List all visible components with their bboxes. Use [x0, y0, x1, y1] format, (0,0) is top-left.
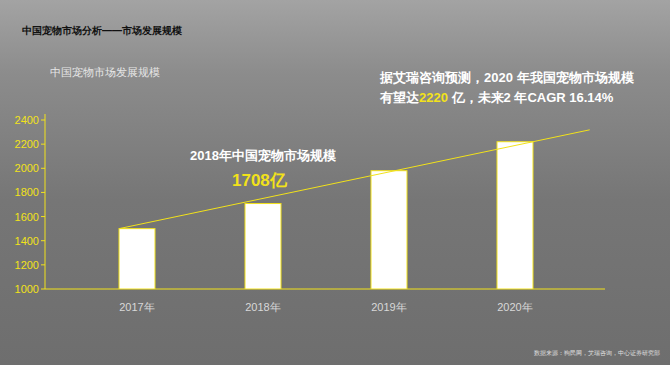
x-tick-label: 2020年: [497, 301, 532, 313]
annotation-part: 亿，未来2 年CAGR 16.14%: [448, 90, 614, 105]
y-axis: [45, 114, 46, 289]
y-tick: [41, 289, 45, 290]
y-tick-label: 1200: [15, 259, 39, 271]
annotation: 2018年中国宠物市场规模: [190, 148, 336, 163]
y-tick: [41, 144, 45, 145]
header: 中国宠物市场分析——市场发展规模: [22, 25, 183, 36]
y-tick-label: 1600: [15, 211, 39, 223]
source: 数据来源：狗民网，艾瑞咨询，中心证券研究部: [534, 349, 660, 356]
y-tick: [41, 192, 45, 193]
annotation: 据艾瑞咨询预测，2020 年我国宠物市场规模: [379, 70, 634, 85]
y-tick: [41, 240, 45, 241]
annotation-part: 有望达: [379, 90, 420, 105]
y-tick-label: 1800: [15, 186, 39, 198]
y-tick-label: 2400: [15, 114, 39, 126]
x-tick-label: 2017年: [119, 301, 154, 313]
y-tick: [41, 120, 45, 121]
y-tick-label: 1000: [15, 283, 39, 295]
annotation-part: 2220: [419, 90, 448, 105]
bar: [119, 229, 155, 289]
trend-line: [119, 130, 590, 229]
bar: [371, 171, 407, 289]
annotation: 有望达2220 亿，未来2 年CAGR 16.14%: [379, 90, 614, 105]
y-tick: [41, 264, 45, 265]
y-tick: [41, 216, 45, 217]
y-tick-label: 1400: [15, 235, 39, 247]
chart-title: 中国宠物市场发展规模: [50, 66, 160, 78]
y-tick: [41, 168, 45, 169]
y-tick-label: 2200: [15, 138, 39, 150]
annotation-highlight: 1708亿: [232, 171, 288, 190]
bar: [497, 142, 533, 289]
bar: [245, 204, 281, 289]
x-tick-label: 2019年: [371, 301, 406, 313]
y-tick-label: 2000: [15, 162, 39, 174]
x-tick-label: 2018年: [245, 301, 280, 313]
